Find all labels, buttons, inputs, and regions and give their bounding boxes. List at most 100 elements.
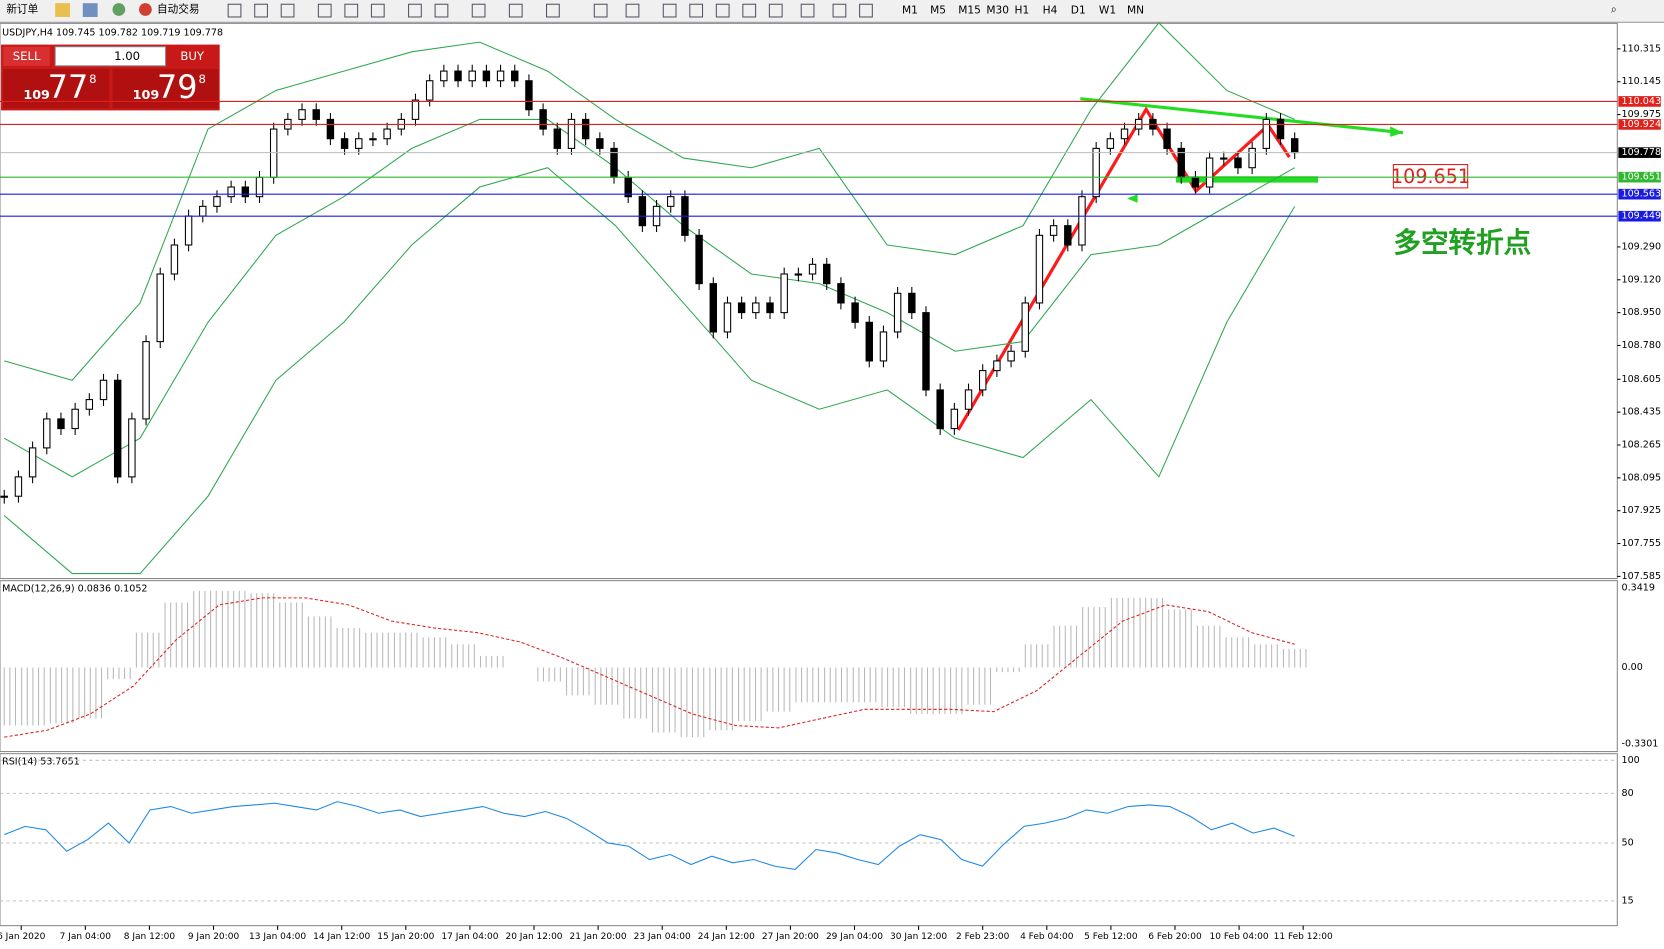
price-level-tag <box>1618 119 1661 130</box>
toolbar-icon[interactable] <box>370 3 385 18</box>
auto-trading-icon[interactable] <box>139 3 152 16</box>
candle <box>425 80 434 101</box>
candle <box>511 70 519 82</box>
x-tick-label: 20 Jan 12:00 <box>505 932 562 942</box>
icon[interactable] <box>55 3 71 17</box>
toolbar-icon[interactable] <box>625 3 640 18</box>
toolbar-icon[interactable] <box>434 3 449 18</box>
x-tick-label: 14 Jan 12:00 <box>313 932 370 942</box>
price-level-label: 109.563 <box>1622 189 1661 200</box>
timeframe-button[interactable]: M1 <box>902 4 918 17</box>
macd-panel <box>0 580 1618 753</box>
candle <box>1035 234 1044 304</box>
candle <box>0 495 8 498</box>
y-tick-label: 109.975 <box>1622 109 1661 120</box>
timeframe-button[interactable]: M15 <box>958 4 981 17</box>
timeframe-button[interactable]: MN <box>1127 4 1144 17</box>
toolbar-icon[interactable] <box>768 3 783 18</box>
toolbar-icon[interactable] <box>689 3 704 18</box>
symbol-header: USDJPY,H4 109.745 109.782 109.719 109.77… <box>2 27 223 38</box>
current-price-label: 109.778 <box>1622 147 1661 158</box>
toolbar-icon[interactable] <box>715 3 730 18</box>
new-order-button[interactable]: 新订单 <box>6 3 38 16</box>
candle <box>865 321 873 362</box>
candle <box>567 118 576 149</box>
x-tick-label: 24 Jan 12:00 <box>698 932 755 942</box>
toolbar-icon[interactable] <box>280 3 295 18</box>
rsi-title: RSI(14) 53.7651 <box>2 757 80 768</box>
price-level-label: 109.924 <box>1622 119 1661 130</box>
candle <box>1290 138 1299 154</box>
search-icon[interactable]: ⌕ <box>1611 3 1617 16</box>
sell-label[interactable]: SELL <box>13 49 41 63</box>
y-tick-label: 108.605 <box>1622 374 1661 385</box>
price-level-label: 109.651 <box>1622 172 1661 183</box>
timeframe-button[interactable]: M5 <box>930 4 946 17</box>
candle <box>170 244 179 275</box>
rsi-panel <box>0 753 1618 927</box>
icon[interactable] <box>112 3 126 16</box>
price-level-label: 110.043 <box>1622 96 1661 107</box>
price-annotation-box <box>1392 164 1469 189</box>
sell-button[interactable] <box>3 46 50 66</box>
candle <box>468 70 476 82</box>
x-tick-label: 11 Feb 12:00 <box>1274 932 1333 942</box>
buy-label[interactable]: BUY <box>180 49 205 63</box>
candle <box>879 331 888 362</box>
candle <box>1262 118 1271 149</box>
timeframe-button[interactable]: M30 <box>986 4 1009 17</box>
candle <box>241 186 250 198</box>
toolbar-icon[interactable] <box>344 3 359 18</box>
candle <box>553 128 562 149</box>
lot-input[interactable] <box>54 46 167 67</box>
macd-title: MACD(12,26,9) 0.0836 0.1052 <box>2 584 147 595</box>
candle <box>780 273 788 314</box>
y-tick-label: 108.095 <box>1622 472 1661 483</box>
candle <box>667 196 675 207</box>
candle <box>99 379 108 401</box>
price-annotation: 109.651 <box>1391 165 1470 188</box>
x-tick-label: 6 Feb 20:00 <box>1148 932 1202 942</box>
icon[interactable] <box>82 3 98 17</box>
annotation-text: 多空转折点 <box>1393 226 1531 259</box>
candle <box>752 302 760 314</box>
current-price-tag <box>1618 147 1661 158</box>
toolbar-icon[interactable] <box>742 3 757 18</box>
candle <box>709 283 717 333</box>
toolbar-icon[interactable] <box>832 3 847 18</box>
toolbar <box>0 0 1664 23</box>
toolbar-icon[interactable] <box>508 3 523 18</box>
toolbar-icon[interactable] <box>254 3 268 18</box>
candle <box>950 408 959 430</box>
toolbar-icon[interactable] <box>662 3 677 18</box>
candle <box>326 118 335 140</box>
toolbar-icon[interactable] <box>471 3 486 18</box>
price-level-label: 109.449 <box>1622 211 1661 222</box>
toolbar-icon[interactable] <box>227 3 242 18</box>
x-tick-label: 17 Jan 04:00 <box>441 932 498 942</box>
x-tick-label: 30 Jan 12:00 <box>890 932 947 942</box>
lot-value[interactable]: 1.00 <box>114 49 140 63</box>
toolbar-icon[interactable] <box>593 3 608 18</box>
candle <box>71 408 79 430</box>
timeframe-button[interactable]: H1 <box>1015 4 1030 17</box>
timeframe-button[interactable]: W1 <box>1099 4 1116 17</box>
timeframe-button[interactable]: H4 <box>1043 4 1058 17</box>
candle <box>14 476 23 497</box>
y-tick-label: 0.00 <box>1622 662 1643 673</box>
toolbar-icon[interactable] <box>546 3 560 18</box>
toolbar-icon[interactable] <box>317 3 332 18</box>
buy-price-small: 8 <box>198 72 205 86</box>
toolbar-icon[interactable] <box>800 3 815 18</box>
toolbar-icon[interactable] <box>859 3 873 18</box>
timeframe-button[interactable]: D1 <box>1071 4 1086 17</box>
candle <box>539 109 547 130</box>
toolbar-icons <box>227 3 873 18</box>
x-tick-label: 6 Jan 2020 <box>0 932 46 942</box>
candle <box>454 70 462 82</box>
x-tick-label: 10 Feb 04:00 <box>1210 932 1269 942</box>
auto-trading-button[interactable]: 自动交易 <box>157 3 199 16</box>
candle <box>28 447 37 478</box>
toolbar-icon[interactable] <box>408 3 422 18</box>
macd-signal <box>4 597 1295 738</box>
